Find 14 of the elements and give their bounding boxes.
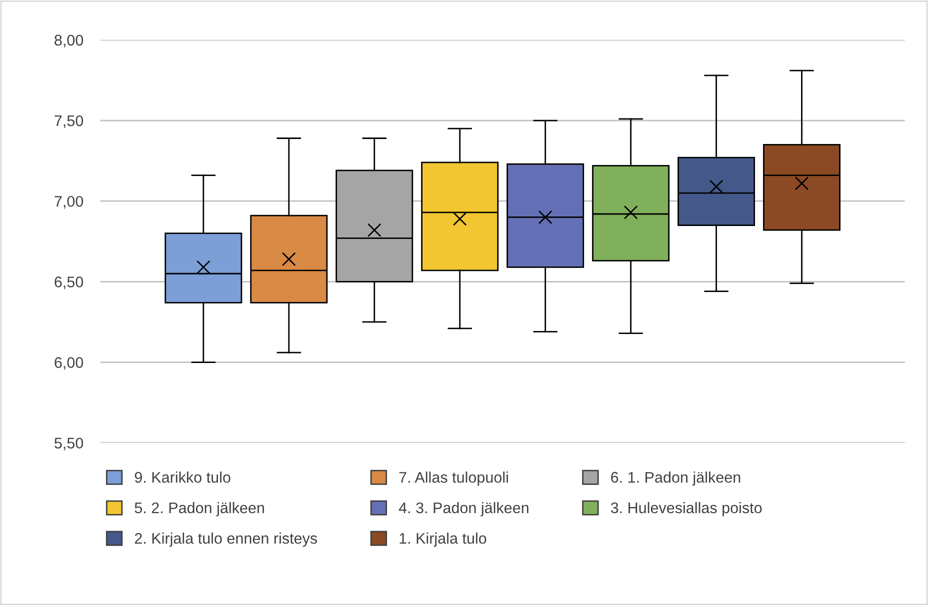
legend-label: 3. Hulevesiallas poisto — [610, 502, 762, 516]
y-tick-label: 6,50 — [54, 276, 84, 290]
y-tick-label: 7,00 — [54, 196, 84, 209]
y-tick-label: 8,00 — [54, 34, 84, 48]
legend-label: 2. Kirjala tulo ennen risteys — [134, 532, 318, 547]
y-tick-label: 7,50 — [54, 115, 84, 128]
legend-label: 1. Kirjala tulo — [400, 532, 486, 547]
legend-label: 6. 1. Padon jälkeen — [611, 472, 740, 486]
legend-label: 5. 2. Padon jälkeen — [134, 502, 264, 516]
y-tick-label: 6,00 — [54, 357, 84, 370]
legend-label: 9. Karikko tulo — [134, 472, 230, 483]
legend-label: 7. Allas tulopuoli — [399, 472, 508, 486]
y-tick-label: 5,50 — [54, 438, 84, 450]
legend-label: 4. 3. Padon jälkeen — [398, 502, 528, 516]
